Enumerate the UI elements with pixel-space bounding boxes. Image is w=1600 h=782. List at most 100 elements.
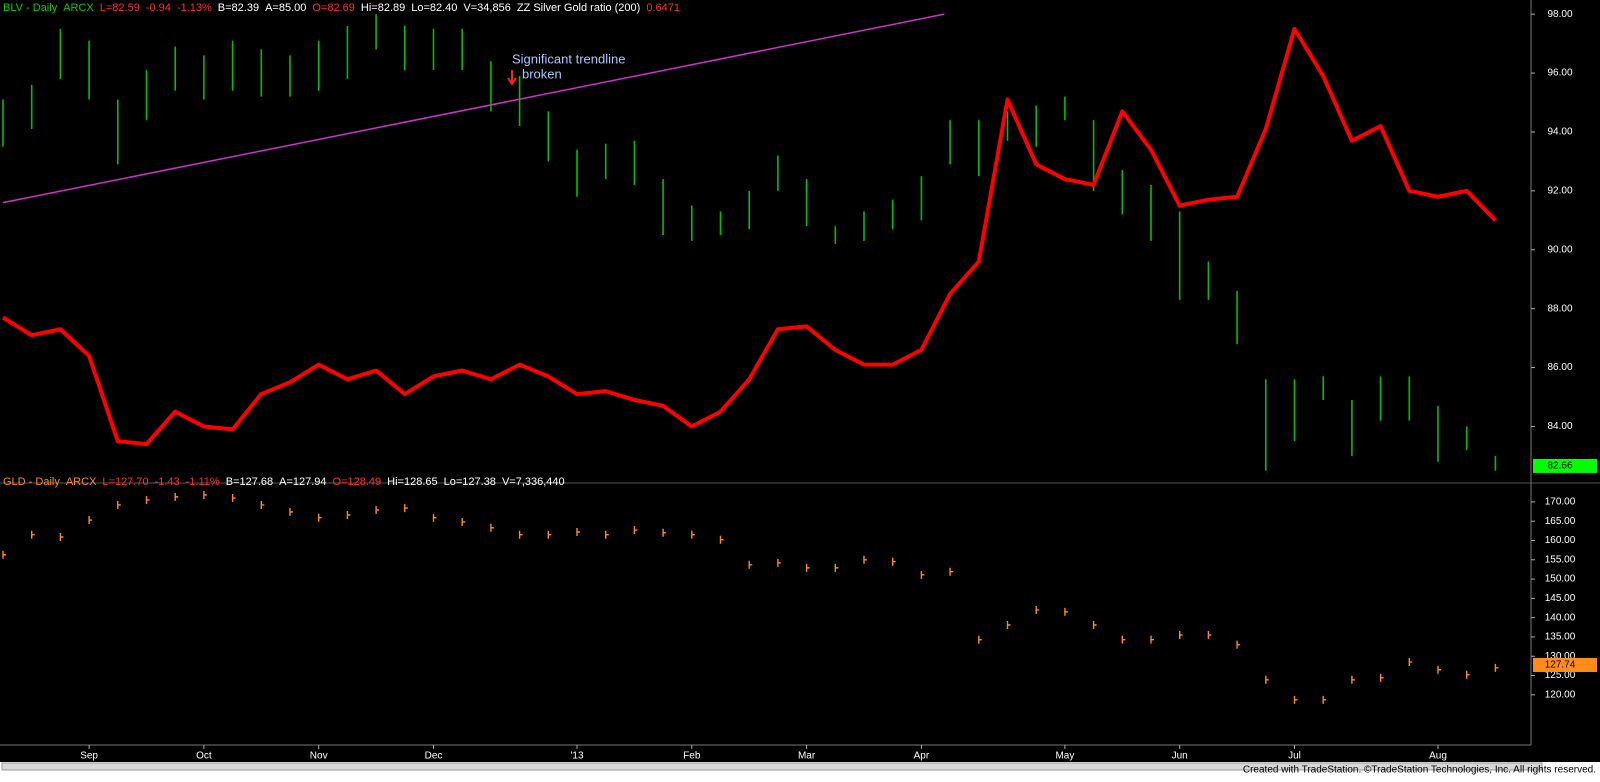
price-bar (691, 530, 695, 539)
price-bar (1466, 670, 1470, 679)
header-field: -1.11% (186, 476, 220, 488)
price-bar (1408, 658, 1413, 667)
price-bar (318, 513, 322, 522)
y-tick-label: 145.00 (1545, 593, 1576, 604)
header-field: Lo=127.38 (444, 476, 496, 488)
header-field: ARCX (63, 2, 94, 14)
price-bar (145, 495, 150, 504)
header-field: GLD - Daily (3, 476, 60, 488)
x-tick-label: May (1055, 751, 1074, 762)
last-price-label: 127.74 (1545, 660, 1576, 671)
price-bar (432, 513, 437, 522)
header-field: O=82.69 (312, 2, 355, 14)
price-bar (662, 528, 667, 537)
last-price-box (1533, 458, 1597, 473)
price-bar (1265, 675, 1269, 684)
panel-header: GLD - Daily ARCX L=127.70 -1.43 -1.11% B=127.… (3, 476, 565, 488)
header-field: -1.13% (177, 2, 212, 14)
price-bar (1121, 635, 1126, 644)
price-bar (289, 507, 293, 516)
price-bar (59, 533, 64, 542)
price-bar (1092, 620, 1097, 629)
y-tick-label: 165.00 (1545, 516, 1576, 527)
header-field: ARCX (66, 476, 97, 488)
trendline (2, 13, 945, 204)
header-field: BLV - Daily (3, 2, 58, 14)
y-tick-label: 125.00 (1545, 670, 1576, 681)
y-tick-label: 150.00 (1545, 574, 1576, 585)
y-tick-label: 170.00 (1545, 497, 1576, 508)
header-field: L=127.70 (102, 476, 148, 488)
price-bar (375, 505, 380, 514)
price-bar (1322, 695, 1327, 704)
price-bar (31, 530, 35, 539)
x-tick-label: Apr (914, 751, 930, 762)
x-tick-label: '13 (570, 751, 583, 762)
y-tick-label: 120.00 (1545, 689, 1576, 700)
price-bar (518, 530, 523, 539)
header-field: -0.94 (146, 2, 171, 14)
price-bar (346, 511, 351, 520)
x-tick-label: Jul (1288, 751, 1301, 762)
price-bar (1494, 663, 1499, 672)
header-field: Lo=82.40 (411, 2, 457, 14)
header-field: A=85.00 (265, 2, 306, 14)
price-bar (461, 517, 466, 526)
last-price-box (1533, 657, 1597, 672)
price-bar (719, 535, 724, 544)
y-tick-label: 130.00 (1545, 651, 1576, 662)
price-bar (88, 516, 93, 525)
header-field: Hi=128.65 (387, 476, 437, 488)
header-field: A=127.94 (279, 476, 326, 488)
header-field: V=34,856 (463, 2, 510, 14)
background (0, 0, 1600, 762)
y-tick-label: 94.00 (1547, 127, 1572, 138)
x-tick-label: Feb (683, 751, 701, 762)
x-tick-label: Sep (80, 751, 98, 762)
price-bar (1179, 631, 1183, 640)
price-bar (834, 563, 839, 572)
price-bar (892, 557, 896, 566)
price-bar (920, 570, 925, 579)
header-field: Hi=82.89 (361, 2, 405, 14)
x-tick-label: Oct (196, 751, 212, 762)
annotation: Significant trendline (512, 51, 625, 66)
price-bar (203, 490, 207, 499)
price-bar (1207, 631, 1212, 640)
price-bar (978, 635, 982, 644)
panel-header: BLV - Daily ARCX L=82.59 -0.94 -1.13% B=82.39… (3, 2, 680, 14)
header-field: -1.43 (155, 476, 180, 488)
last-price-label: 82.66 (1547, 461, 1572, 472)
price-bar (117, 500, 121, 509)
ratio-line (1, 26, 1497, 447)
y-tick-label: 140.00 (1545, 612, 1576, 623)
scrollbar[interactable] (1, 762, 1543, 771)
y-tick-label: 88.00 (1547, 303, 1572, 314)
y-tick-label: 92.00 (1547, 185, 1572, 196)
x-tick-label: Mar (798, 751, 816, 762)
x-tick-label: Aug (1429, 751, 1447, 762)
x-tick-label: Jun (1172, 751, 1188, 762)
price-bar (633, 526, 638, 535)
price-bar (260, 500, 265, 509)
price-bar (949, 567, 954, 576)
price-bar (576, 527, 580, 536)
price-bar (1293, 695, 1298, 704)
price-bar (1150, 635, 1154, 644)
y-tick-label: 96.00 (1547, 68, 1572, 79)
y-tick-label: 86.00 (1547, 362, 1572, 373)
header-field: B=82.39 (218, 2, 259, 14)
price-bar (1351, 675, 1355, 684)
annotation: broken (522, 66, 562, 81)
footer: Created with TradeStation. ©TradeStation… (1243, 765, 1596, 776)
price-bar (605, 530, 609, 539)
y-tick-label: 135.00 (1545, 632, 1576, 643)
y-tick-label: 155.00 (1545, 554, 1576, 565)
price-bar (777, 558, 781, 567)
y-tick-label: 84.00 (1547, 421, 1572, 432)
price-bar (174, 492, 179, 501)
price-bar (1035, 605, 1040, 614)
y-tick-label: 90.00 (1547, 244, 1572, 255)
